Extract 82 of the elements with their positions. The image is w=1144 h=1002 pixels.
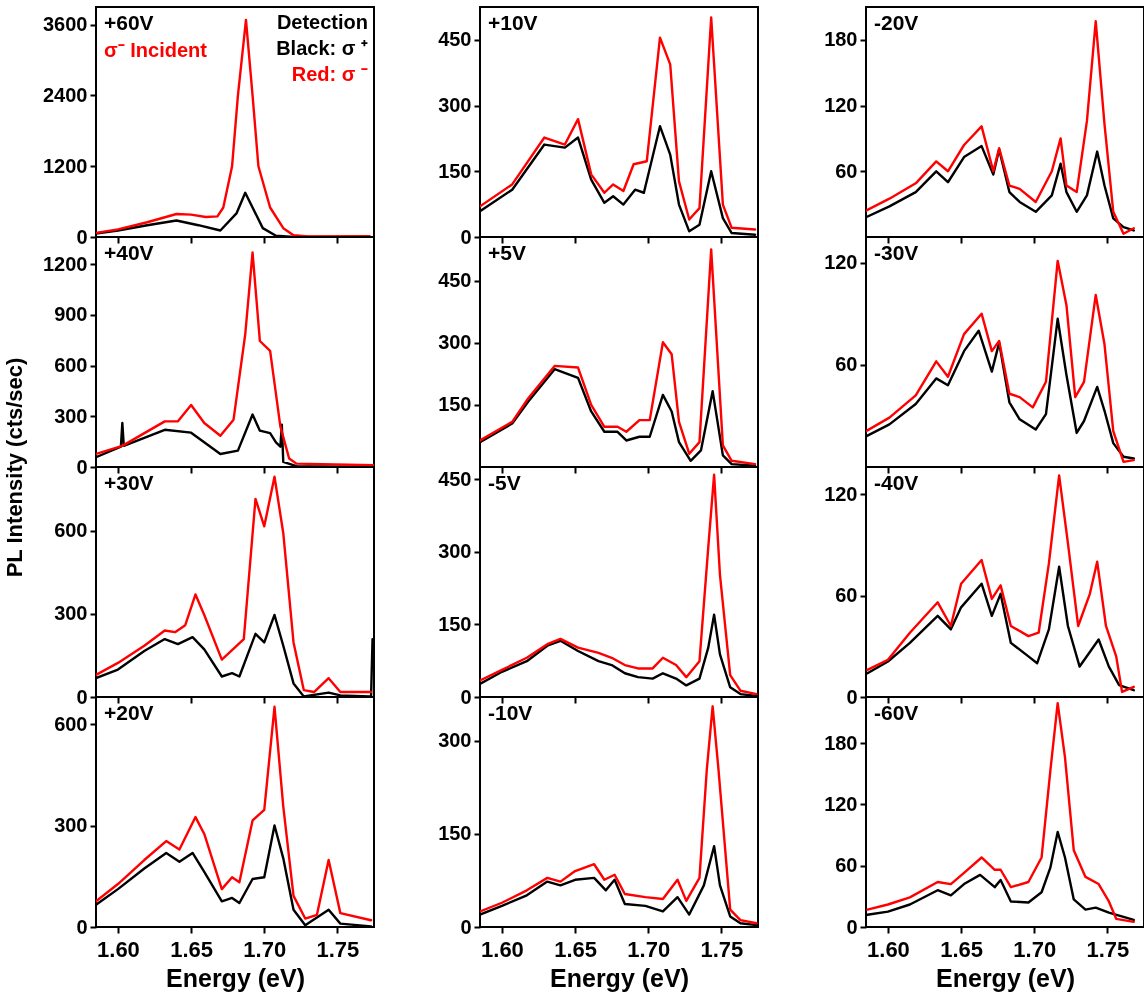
annotation: Black: σ ⁺ — [276, 37, 368, 59]
y-tick-label: 0 — [76, 225, 88, 248]
y-tick-label: 1200 — [43, 154, 88, 177]
x-tick-label: 1.70 — [627, 936, 671, 962]
y-tick-label: 180 — [824, 28, 858, 51]
x-tick-label: 1.60 — [867, 936, 910, 962]
y-tick-label: 3600 — [43, 13, 88, 36]
annotation: σ⁻ Incident — [104, 39, 208, 61]
line-series — [866, 259, 1135, 464]
x-axis-title: Energy (eV) — [166, 963, 305, 992]
y-tick-label: 60 — [835, 159, 858, 182]
line-series — [480, 473, 758, 696]
x-tick-label: 1.75 — [700, 936, 744, 962]
line-series — [480, 248, 757, 466]
chart-title: -30V — [874, 241, 919, 264]
annotation: Red: σ ⁻ — [291, 63, 368, 85]
y-tick-label: 0 — [76, 915, 88, 938]
y-tick-label: 120 — [824, 482, 858, 505]
y-tick-label: 120 — [824, 251, 858, 274]
line-series — [866, 474, 1135, 694]
chart-title: +30V — [104, 471, 154, 494]
y-tick-label: 60 — [835, 584, 858, 607]
chart-title: -20V — [874, 11, 919, 34]
chart-title: -60V — [874, 701, 919, 724]
chart-title: -5V — [488, 471, 521, 494]
x-tick-label: 1.75 — [1086, 936, 1130, 962]
chart-title: -40V — [874, 471, 919, 494]
y-tick-label: 0 — [846, 685, 858, 708]
y-tick-label: 150 — [438, 393, 472, 416]
y-tick-label: 300 — [438, 540, 472, 563]
chart-title: +20V — [104, 701, 154, 724]
y-tick-label: 300 — [54, 404, 88, 427]
y-tick-label: 600 — [54, 712, 88, 735]
x-tick-label: 1.70 — [1013, 936, 1057, 962]
y-tick-label: 300 — [438, 331, 472, 354]
y-tick-label: 60 — [835, 854, 858, 877]
y-tick-label: 0 — [460, 225, 472, 248]
y-tick-label: 2400 — [43, 83, 88, 106]
x-tick-label: 1.60 — [97, 936, 140, 962]
y-tick-label: 450 — [438, 467, 472, 490]
y-tick-label: 300 — [54, 602, 88, 625]
y-tick-label: 450 — [438, 269, 472, 292]
chart-title: +5V — [488, 241, 526, 264]
y-tick-label: 120 — [824, 94, 858, 117]
y-tick-label: 0 — [846, 915, 858, 938]
y-tick-label: 0 — [460, 685, 472, 708]
x-tick-label: 1.60 — [481, 936, 524, 962]
chart-title: +60V — [104, 11, 154, 34]
line-series — [866, 701, 1135, 924]
y-tick-label: 150 — [438, 159, 472, 182]
x-axis-title: Energy (eV) — [936, 963, 1075, 992]
annotation: Detection — [276, 11, 368, 33]
x-tick-label: 1.65 — [554, 936, 598, 962]
y-tick-label: 60 — [835, 353, 858, 376]
y-tick-label: 900 — [54, 303, 88, 326]
x-tick-label: 1.70 — [243, 936, 287, 962]
x-tick-label: 1.75 — [316, 936, 360, 962]
chart-title: +10V — [488, 11, 538, 34]
line-series — [480, 705, 758, 925]
x-tick-label: 1.65 — [940, 936, 984, 962]
y-tick-label: 600 — [54, 519, 88, 542]
y-tick-label: 300 — [438, 729, 472, 752]
y-tick-label: 300 — [54, 814, 88, 837]
y-tick-label: 300 — [438, 94, 472, 117]
line-series — [480, 16, 757, 231]
y-tick-label: 600 — [54, 354, 88, 377]
chart-title: +40V — [104, 241, 154, 264]
x-axis-title: Energy (eV) — [550, 963, 689, 992]
y-tick-label: 150 — [438, 612, 472, 635]
y-tick-label: 0 — [460, 915, 472, 938]
y-axis-title: PL Intensity (cts/sec) — [1, 357, 27, 578]
x-tick-label: 1.65 — [170, 936, 214, 962]
y-tick-label: 1200 — [43, 252, 88, 275]
line-series — [96, 705, 373, 922]
chart-title: -10V — [488, 701, 533, 724]
line-series — [96, 475, 373, 694]
y-tick-label: 150 — [438, 822, 472, 845]
y-tick-label: 120 — [824, 792, 858, 815]
y-tick-label: 0 — [76, 455, 88, 478]
y-tick-label: 180 — [824, 731, 858, 754]
y-tick-label: 450 — [438, 28, 472, 51]
y-tick-label: 0 — [76, 685, 88, 708]
